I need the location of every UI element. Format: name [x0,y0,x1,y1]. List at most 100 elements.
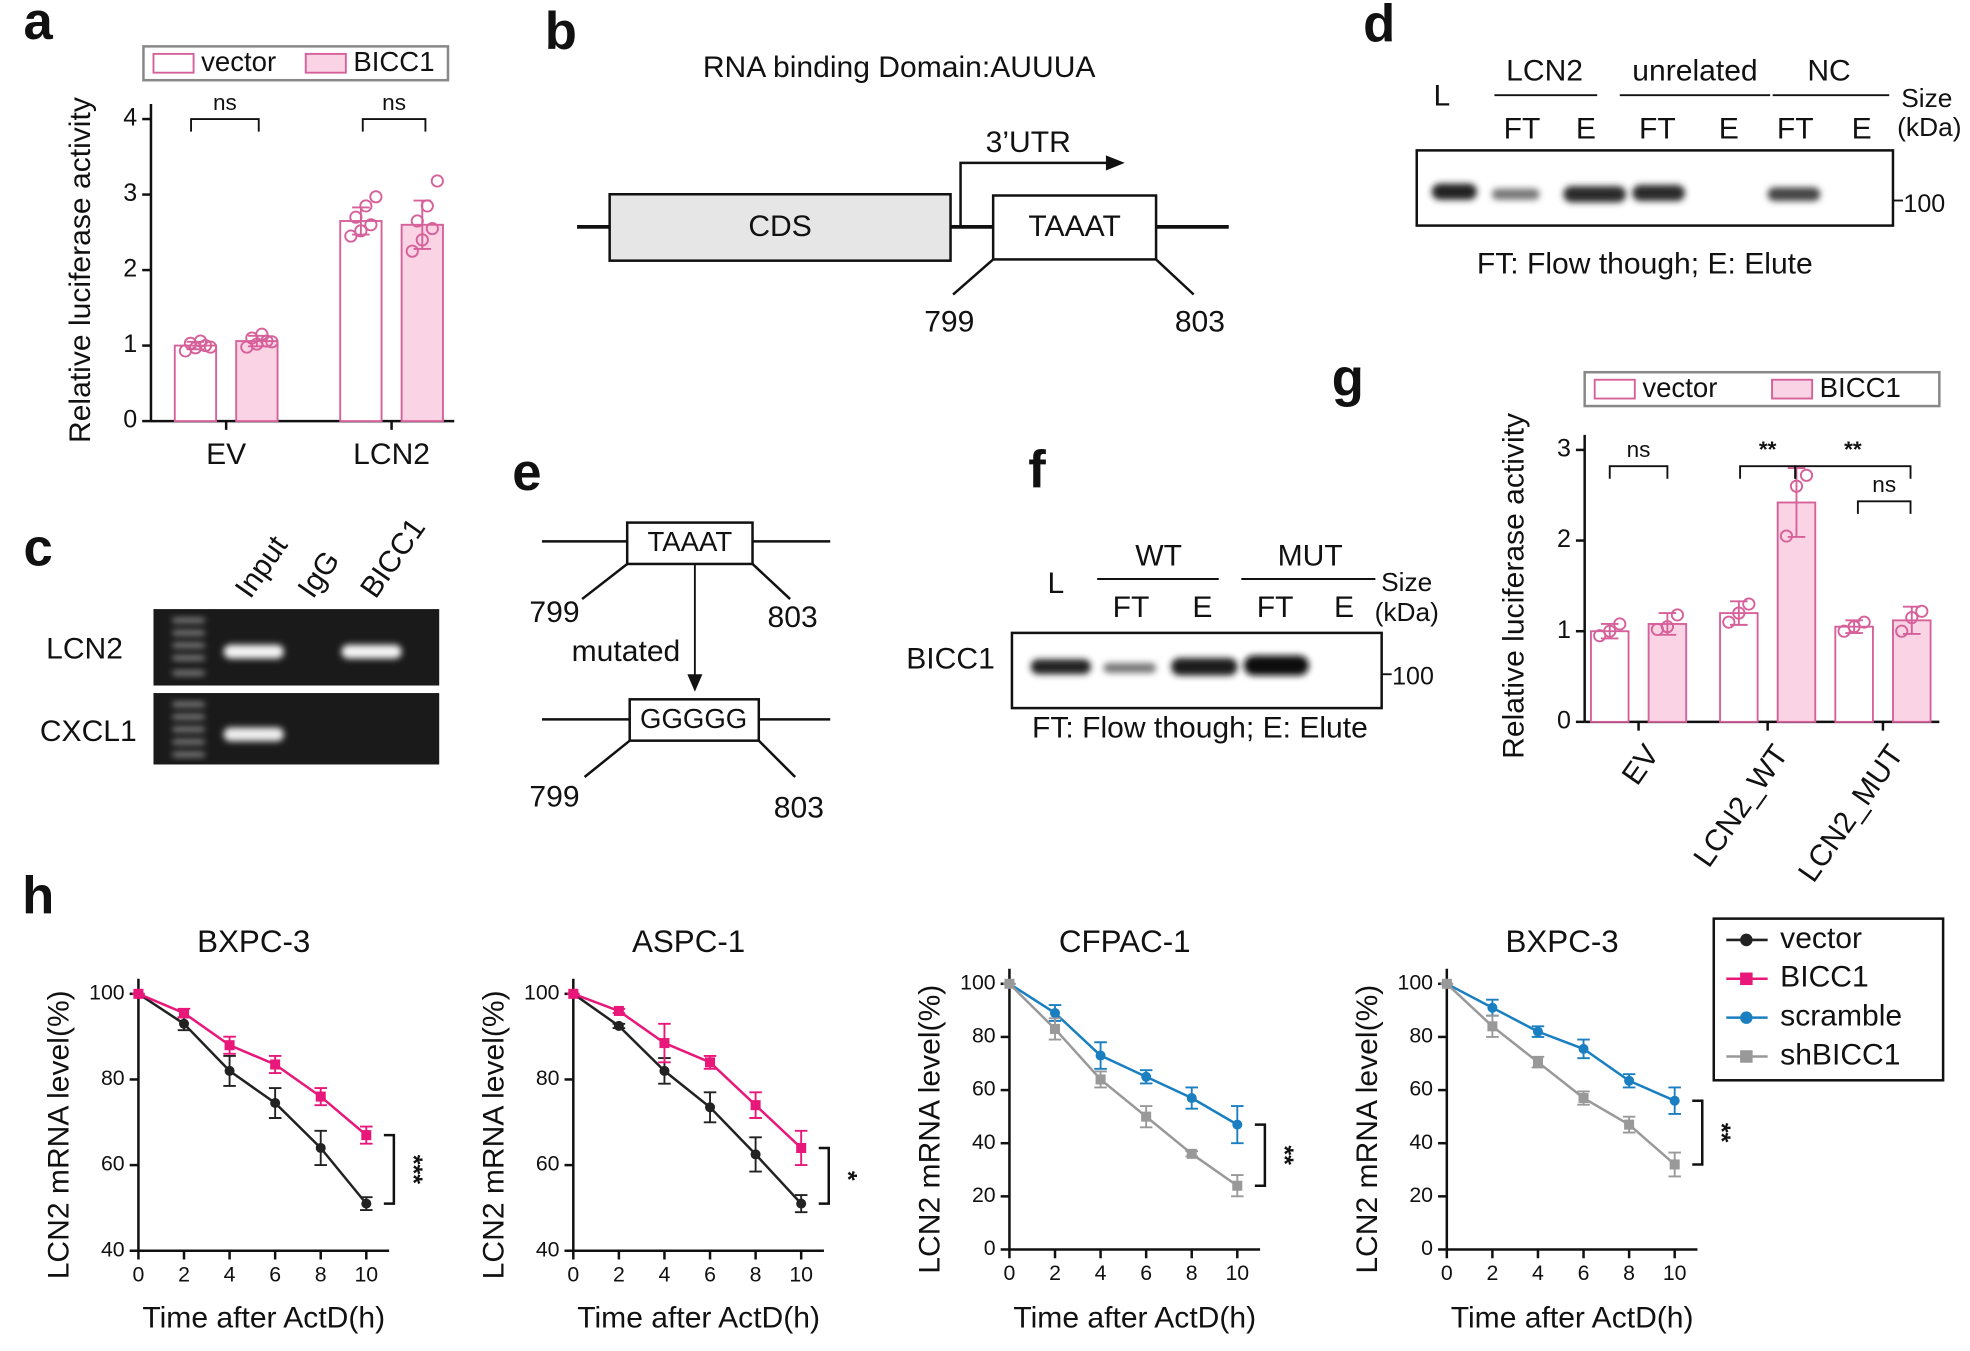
legend-label: BICC1 [1780,961,1869,994]
y-tick-label: 60 [536,1152,560,1176]
line [952,258,994,296]
bracket [1692,1099,1704,1166]
x-axis-label: Time after ActD(h) [1013,1302,1256,1335]
x-tick-label: 8 [750,1262,762,1286]
legend-label: BICC1 [353,46,434,77]
significance: * [834,1171,862,1181]
x-tick-label: 2 [1486,1261,1498,1285]
bracket [1739,465,1797,479]
data-point [1857,615,1871,629]
x-tick-label: 6 [704,1262,716,1286]
label: d [1363,0,1395,53]
label: E [1334,591,1354,624]
data-point [203,340,218,354]
data-point [1186,1148,1197,1159]
label: 799 [529,780,579,813]
x-tick-label: 6 [269,1262,281,1286]
bracket [383,1133,396,1205]
data-point [1905,611,1919,625]
series-line [1445,982,1676,1166]
y-axis-label: LCN2 mRNA level(%) [478,990,511,1279]
x-tick-label: 4 [224,1262,236,1286]
data-point [659,1065,670,1076]
y-axis-label: Relative luciferase activity [64,97,97,443]
label: a [24,0,54,51]
motif-box [625,521,754,566]
significance: ** [1707,1123,1735,1143]
x-tick-label: 10 [1225,1261,1249,1285]
legend-swatch [304,52,347,74]
y-tick-label: 1 [1557,616,1571,644]
series-line [1446,982,1676,1102]
y-tick-label: 2 [1557,525,1571,553]
label: Size [1901,83,1952,113]
label: FT: Flow though; E: Elute [1477,248,1813,281]
y-tick-label: 80 [536,1066,560,1090]
data-point [344,229,358,243]
data-point [415,233,429,247]
band [1243,655,1309,676]
label: 100 [1392,663,1434,691]
y-tick-label: 80 [1409,1024,1433,1048]
data-point [430,174,444,188]
data-point [361,1198,372,1209]
chart-title: BXPC-3 [197,924,310,959]
label: E [1852,112,1872,145]
label: CDS [748,210,811,243]
x-tick-label: 8 [315,1262,327,1286]
x-tick-label: 6 [1578,1261,1590,1285]
label: FT [1504,112,1541,145]
label: LCN2 [1506,55,1583,88]
x-tick-label: 0 [567,1262,579,1286]
band [223,727,284,742]
legend-label: BICC1 [1820,372,1901,403]
data-point [1487,1002,1498,1013]
data-point [193,334,208,348]
band [172,617,205,623]
bracket [818,1146,830,1205]
label: e [512,443,541,502]
y-tick-label: 60 [1409,1077,1433,1101]
label: h [22,867,54,926]
data-point [568,988,579,999]
data-point [1742,597,1756,611]
x-tick-label: EV [206,438,246,471]
label: MUT [1278,540,1343,573]
data-point [1186,1093,1197,1104]
data-point [1441,978,1452,989]
chart-title: ASPC-1 [632,924,745,959]
label: 803 [774,792,824,825]
band [172,642,205,648]
data-point [613,1005,624,1016]
y-tick-label: 80 [972,1024,996,1048]
label: BICC1 [354,512,432,603]
data-point [1095,1074,1106,1085]
chart-title: CFPAC-1 [1059,924,1191,959]
x-tick-label: 0 [1441,1261,1453,1285]
band [172,714,205,720]
legend-marker [1740,972,1753,986]
data-point [1915,604,1929,618]
label: mutated [572,635,681,668]
y-tick-label: 1 [123,330,137,358]
y-tick-label: 2 [123,255,137,283]
legend-marker [1740,1050,1753,1063]
line [751,563,791,600]
band [1030,659,1091,675]
label: 799 [529,596,579,629]
motif-box [991,194,1158,261]
significance: ** [1270,1145,1298,1165]
band [1103,662,1157,673]
data-point [1789,479,1804,493]
legend-swatch [1771,378,1814,400]
data-point [1532,1026,1543,1037]
x-tick-label: 6 [1140,1261,1152,1285]
y-tick-label: 3 [1557,435,1571,463]
label: BICC1 [906,642,995,675]
band [172,751,205,757]
legend-marker [1740,1011,1753,1024]
data-point [750,1100,761,1111]
data-point [1532,1057,1543,1068]
